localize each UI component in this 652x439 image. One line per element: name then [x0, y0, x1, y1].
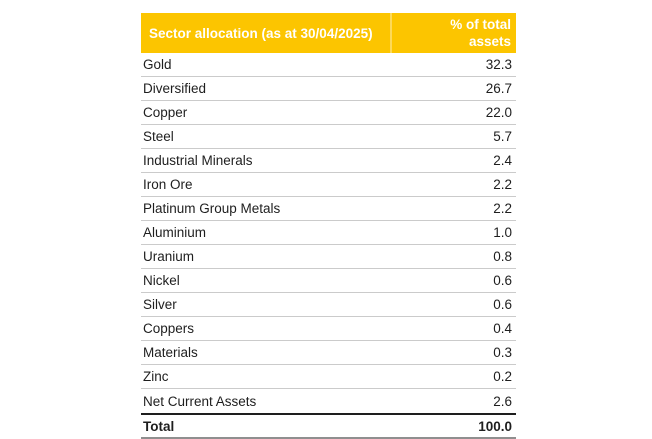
table-row: Industrial Minerals 2.4: [141, 149, 516, 173]
row-label: Iron Ore: [143, 177, 193, 192]
row-value: 1.0: [493, 225, 512, 240]
table-row: Iron Ore 2.2: [141, 173, 516, 197]
row-label: Coppers: [143, 321, 195, 336]
row-value: 0.3: [493, 345, 512, 360]
row-label: Net Current Assets: [143, 393, 257, 409]
row-value: 2.6: [493, 393, 512, 409]
total-value: 100.0: [478, 418, 512, 434]
row-value: 5.7: [493, 129, 512, 144]
row-label: Zinc: [143, 369, 169, 384]
row-label: Materials: [143, 345, 198, 360]
row-label: Steel: [143, 129, 174, 144]
table-row: Zinc 0.2: [141, 365, 516, 389]
table-row: Diversified 26.7: [141, 77, 516, 101]
table-row: Silver 0.6: [141, 293, 516, 317]
row-value: 0.2: [493, 369, 512, 384]
row-label: Platinum Group Metals: [143, 201, 281, 216]
table-row: Coppers 0.4: [141, 317, 516, 341]
total-label: Total: [143, 418, 175, 434]
table-row: Aluminium 1.0: [141, 221, 516, 245]
table-row: Nickel 0.6: [141, 269, 516, 293]
table-header: Sector allocation (as at 30/04/2025) % o…: [141, 13, 516, 53]
row-value: 22.0: [485, 105, 512, 120]
row-label: Gold: [143, 57, 172, 72]
row-value: 0.8: [493, 249, 512, 264]
header-sector-allocation: Sector allocation (as at 30/04/2025): [149, 25, 373, 41]
row-value: 2.4: [493, 153, 512, 168]
header-percent-of-total-assets: % of total assets: [390, 13, 516, 53]
row-label: Diversified: [143, 81, 207, 96]
row-value: 2.2: [493, 177, 512, 192]
sector-allocation-table: Sector allocation (as at 30/04/2025) % o…: [141, 13, 516, 439]
row-label: Aluminium: [143, 225, 207, 240]
table-total-row: Total 100.0: [141, 413, 516, 439]
table-row: Materials 0.3: [141, 341, 516, 365]
table-row: Copper 22.0: [141, 101, 516, 125]
row-value: 0.6: [493, 297, 512, 312]
row-value: 26.7: [485, 81, 512, 96]
row-label: Industrial Minerals: [143, 153, 253, 168]
table-row: Net Current Assets 2.6: [141, 389, 516, 413]
row-label: Copper: [143, 105, 188, 120]
row-label: Uranium: [143, 249, 195, 264]
row-label: Silver: [143, 297, 177, 312]
table-row: Steel 5.7: [141, 125, 516, 149]
row-value: 2.2: [493, 201, 512, 216]
row-value: 32.3: [485, 57, 512, 72]
row-value: 0.4: [493, 321, 512, 336]
row-label: Nickel: [143, 273, 180, 288]
table-row: Platinum Group Metals 2.2: [141, 197, 516, 221]
table-row: Uranium 0.8: [141, 245, 516, 269]
table-row: Gold 32.3: [141, 53, 516, 77]
row-value: 0.6: [493, 273, 512, 288]
